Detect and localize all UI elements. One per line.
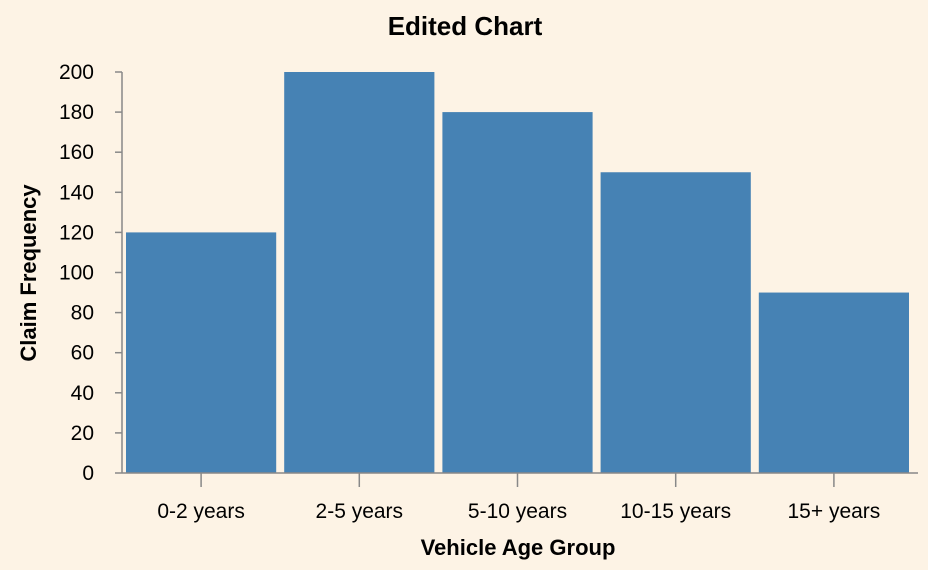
- y-axis: 0 20 40 60 80 100 120 140 160 180 200: [59, 61, 123, 485]
- x-axis-title: Vehicle Age Group: [421, 535, 616, 560]
- y-tick-label: 120: [59, 221, 94, 244]
- y-tick-label: 160: [59, 141, 94, 164]
- x-tick-label: 5-10 years: [468, 500, 567, 523]
- y-tick-label: 180: [59, 101, 94, 124]
- y-tick-label: 20: [71, 422, 94, 445]
- y-tick-label: 40: [71, 382, 94, 405]
- y-tick-label: 0: [82, 462, 94, 485]
- y-axis-title: Claim Frequency: [16, 184, 41, 362]
- y-tick-label: 140: [59, 181, 94, 204]
- bar-10-15-years: [600, 172, 751, 473]
- bar-5-10-years: [442, 112, 593, 473]
- y-tick-label: 80: [71, 302, 94, 325]
- bar-2-5-years: [284, 72, 435, 473]
- x-tick-label: 15+ years: [787, 500, 880, 523]
- x-tick-label: 10-15 years: [620, 500, 731, 523]
- bar-15-years: [758, 292, 909, 473]
- x-tick-label: 2-5 years: [316, 500, 404, 523]
- y-tick-label: 100: [59, 262, 94, 285]
- x-tick-label: 0-2 years: [157, 500, 245, 523]
- chart-title: Edited Chart: [388, 11, 543, 41]
- y-tick-label: 60: [71, 342, 94, 365]
- bars-group: [126, 72, 909, 473]
- x-axis: 0-2 years 2-5 years 5-10 years 10-15 years 1…: [122, 472, 918, 523]
- bar-0-2-years: [126, 232, 277, 473]
- y-tick-label: 200: [59, 61, 94, 84]
